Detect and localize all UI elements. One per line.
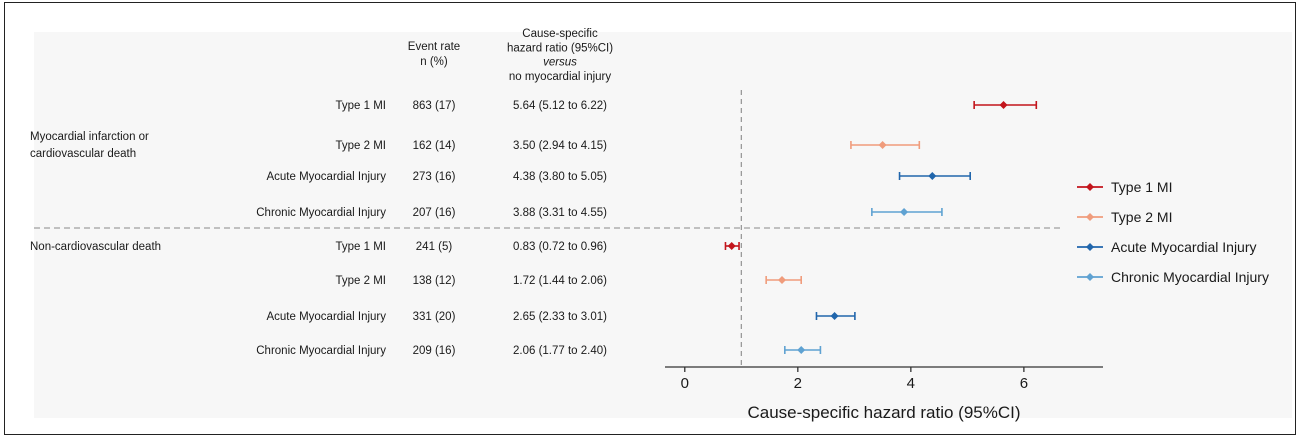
event-rate-header: n (%) bbox=[420, 56, 448, 68]
hazard-ratio-header: Cause-specific bbox=[522, 28, 598, 40]
legend-marker bbox=[1086, 183, 1094, 191]
event-rate-value: 207 (16) bbox=[413, 207, 456, 219]
row-label: Chronic Myocardial Injury bbox=[256, 345, 386, 357]
point-estimate bbox=[727, 242, 736, 250]
point-estimate bbox=[900, 208, 909, 216]
legend-label: Chronic Myocardial Injury bbox=[1111, 269, 1269, 285]
hazard-ratio-value: 5.64 (5.12 to 6.22) bbox=[513, 100, 607, 112]
legend-marker bbox=[1086, 213, 1094, 221]
x-axis-label: Cause-specific hazard ratio (95%CI) bbox=[747, 403, 1020, 422]
hazard-ratio-value: 3.50 (2.94 to 4.15) bbox=[513, 140, 607, 152]
hazard-ratio-value: 3.88 (3.31 to 4.55) bbox=[513, 207, 607, 219]
event-rate-value: 863 (17) bbox=[413, 100, 456, 112]
event-rate-value: 162 (14) bbox=[413, 140, 456, 152]
point-estimate bbox=[878, 141, 887, 149]
hazard-ratio-value: 0.83 (0.72 to 0.96) bbox=[513, 241, 607, 253]
point-estimate bbox=[797, 346, 806, 354]
event-rate-header: Event rate bbox=[408, 41, 460, 53]
hazard-ratio-header: versus bbox=[543, 57, 577, 69]
event-rate-value: 241 (5) bbox=[416, 241, 453, 253]
x-tick-label: 4 bbox=[907, 375, 915, 392]
hazard-ratio-header: no myocardial injury bbox=[509, 71, 612, 83]
point-estimate bbox=[830, 312, 839, 320]
legend-marker bbox=[1086, 273, 1094, 281]
x-tick-label: 2 bbox=[794, 375, 802, 392]
x-tick-label: 0 bbox=[681, 375, 689, 392]
event-rate-value: 209 (16) bbox=[413, 345, 456, 357]
row-label: Type 1 MI bbox=[336, 241, 387, 253]
legend-marker bbox=[1086, 243, 1094, 251]
event-rate-value: 138 (12) bbox=[413, 275, 456, 287]
group-label: Myocardial infarction or bbox=[30, 131, 149, 143]
hazard-ratio-value: 2.06 (1.77 to 2.40) bbox=[513, 345, 607, 357]
event-rate-value: 331 (20) bbox=[413, 311, 456, 323]
hazard-ratio-value: 2.65 (2.33 to 3.01) bbox=[513, 311, 607, 323]
row-label: Chronic Myocardial Injury bbox=[256, 207, 386, 219]
group-label: Non-cardiovascular death bbox=[30, 241, 161, 253]
hazard-ratio-value: 4.38 (3.80 to 5.05) bbox=[513, 171, 607, 183]
row-label: Acute Myocardial Injury bbox=[266, 171, 386, 183]
row-label: Type 1 MI bbox=[336, 100, 387, 112]
point-estimate bbox=[999, 101, 1008, 109]
point-estimate bbox=[777, 276, 786, 284]
row-label: Type 2 MI bbox=[336, 140, 387, 152]
x-tick-label: 6 bbox=[1020, 375, 1028, 392]
plot-panel bbox=[34, 32, 1292, 418]
group-label: cardiovascular death bbox=[30, 148, 136, 160]
event-rate-value: 273 (16) bbox=[413, 171, 456, 183]
point-estimate bbox=[928, 172, 937, 180]
hazard-ratio-header: hazard ratio (95%CI) bbox=[507, 42, 613, 54]
legend-label: Type 2 MI bbox=[1111, 209, 1172, 225]
legend-label: Acute Myocardial Injury bbox=[1111, 239, 1257, 255]
row-label: Acute Myocardial Injury bbox=[266, 311, 386, 323]
legend-label: Type 1 MI bbox=[1111, 179, 1172, 195]
row-label: Type 2 MI bbox=[336, 275, 387, 287]
hazard-ratio-value: 1.72 (1.44 to 2.06) bbox=[513, 275, 607, 287]
